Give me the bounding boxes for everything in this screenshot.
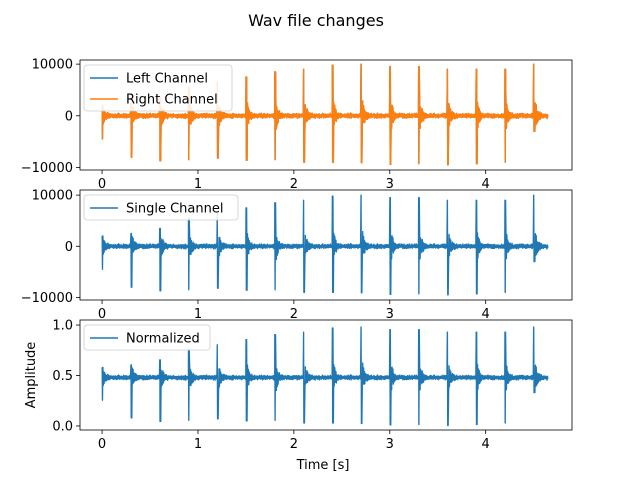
legend-box	[83, 194, 239, 221]
y-tick-label: 1.0	[52, 319, 73, 334]
x-tick-label: 3	[386, 177, 394, 192]
legend: Left Channel Right Channel	[83, 64, 233, 112]
y-tick-label: 10000	[32, 189, 73, 204]
x-tick-label: 2	[290, 437, 298, 452]
y-tick-label: 10000	[32, 58, 73, 73]
x-tick-label: 0	[98, 307, 106, 322]
subplot-3: 0 1 2 3 4 0.0 0.5 1.0 Amplitude Normalized	[24, 319, 573, 452]
x-tick-label: 4	[482, 177, 490, 192]
x-tick-label: 1	[194, 437, 202, 452]
x-tick-label: 0	[98, 177, 106, 192]
x-axis-label: Time [s]	[296, 458, 350, 473]
y-tick-label: 0.5	[52, 369, 73, 384]
series-line-right-channel	[101, 63, 549, 166]
legend-box	[83, 324, 211, 351]
y-tick-label: −10000	[21, 291, 73, 306]
x-tick-label: 3	[386, 307, 394, 322]
x-tick-label: 4	[482, 437, 490, 452]
y-tick-label: 0.0	[52, 419, 73, 434]
y-tick-label: −10000	[21, 161, 73, 176]
x-tick-label: 1	[194, 177, 202, 192]
legend-box	[83, 64, 233, 112]
x-tick-label: 2	[290, 177, 298, 192]
axes-frame	[79, 59, 573, 171]
legend: Normalized	[83, 324, 211, 351]
legend-label: Left Channel	[126, 72, 208, 87]
series-line-single-channel	[101, 194, 549, 296]
axes-frame	[79, 319, 573, 431]
axes-group: 0 1 2 3 4 −10000 0 10000 Left Channel Right Chann…	[21, 58, 573, 452]
subplot-1: 0 1 2 3 4 −10000 0 10000 Left Channel Right Chann…	[21, 58, 573, 192]
y-tick-label: 0	[65, 240, 73, 255]
series-line-normalized	[101, 326, 549, 427]
legend: Single Channel	[83, 194, 239, 221]
x-tick-label: 4	[482, 307, 490, 322]
legend-label: Normalized	[126, 332, 200, 347]
axes-frame	[79, 189, 573, 301]
y-tick-label: 0	[65, 109, 73, 124]
x-tick-label: 3	[386, 437, 394, 452]
y-axis-label: Amplitude	[24, 342, 39, 409]
legend-label: Single Channel	[126, 202, 223, 217]
x-tick-label: 2	[290, 307, 298, 322]
legend-label: Right Channel	[126, 93, 218, 108]
figure-title: Wav file changes	[248, 11, 384, 30]
x-tick-label: 1	[194, 307, 202, 322]
subplot-2: 0 1 2 3 4 −10000 0 10000 Single Channel	[21, 189, 573, 322]
x-tick-label: 0	[98, 437, 106, 452]
